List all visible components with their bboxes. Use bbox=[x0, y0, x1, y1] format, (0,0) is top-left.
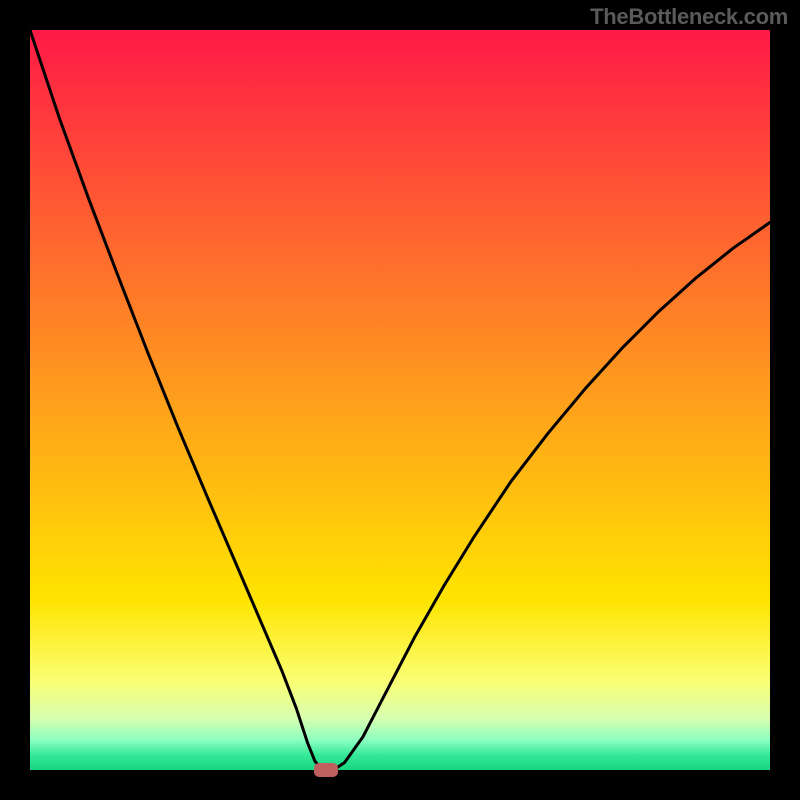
optimum-marker bbox=[314, 763, 338, 776]
watermark-text: TheBottleneck.com bbox=[590, 4, 788, 30]
bottleneck-curve bbox=[30, 30, 770, 770]
chart-plot-area bbox=[30, 30, 770, 770]
